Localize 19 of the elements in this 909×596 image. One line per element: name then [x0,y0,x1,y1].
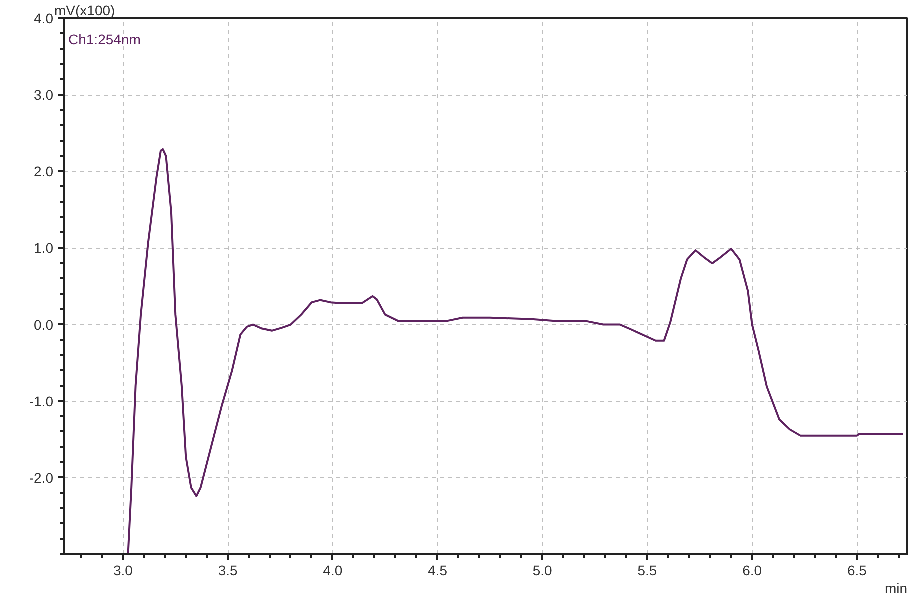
x-tick-label: 4.0 [323,562,343,578]
x-axis-title: min [884,580,908,596]
text: Ch1:254nm [68,32,141,48]
y-axis-title: mV(x100) [54,2,116,18]
x-tick-label: 5.0 [532,562,553,578]
x-tick-label: 6.5 [847,562,868,578]
x-tick-label: 4.5 [428,562,448,578]
x-tick-label: 6.0 [742,562,762,578]
x-tick-label: 3.5 [218,562,238,578]
y-tick-label: 4.0 [34,10,54,26]
x-tick-label: 5.5 [638,562,658,578]
x-tick-label: 3.0 [113,562,134,578]
y-tick-label: 2.0 [34,164,54,180]
y-tick-label: -2.0 [29,470,54,486]
line-series [127,148,904,554]
y-tick-label: -1.0 [29,393,54,410]
y-tick-label: 0.0 [34,316,54,333]
y-tick-label: 1.0 [34,240,54,256]
y-tick-label: 3.0 [34,87,54,104]
